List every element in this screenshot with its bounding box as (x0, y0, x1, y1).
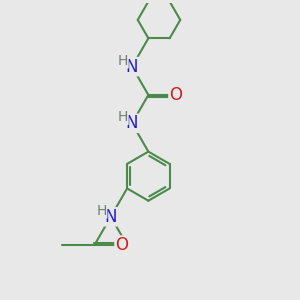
Text: H: H (118, 110, 128, 124)
Text: H: H (118, 54, 128, 68)
Text: N: N (126, 58, 138, 76)
Text: N: N (126, 114, 138, 132)
Text: N: N (104, 208, 117, 226)
Text: O: O (115, 236, 128, 254)
Text: H: H (96, 204, 107, 218)
Text: O: O (169, 86, 182, 104)
